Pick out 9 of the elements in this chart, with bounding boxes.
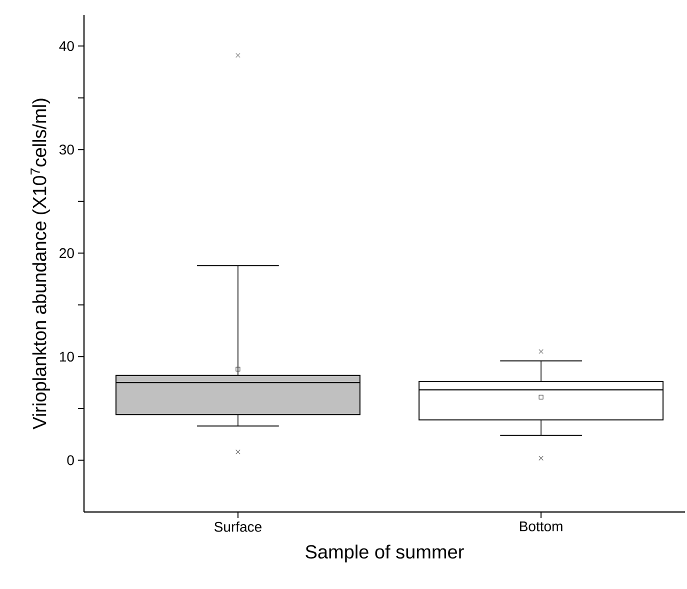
x-axis-title: Sample of summer (306, 544, 464, 562)
y-tick-label: 30 (59, 144, 74, 155)
y-tick-label: 40 (59, 41, 74, 52)
y-axis-title: Virioplankton abundance (X10$^{7}$cells/ml) (30, 98, 50, 430)
x-tick-label: Surface (214, 522, 262, 532)
y-tick-label: 20 (60, 248, 74, 258)
y-tick-label: 10 (60, 352, 74, 362)
x-tick-label: Bottom (520, 522, 562, 532)
y-tick-label: 0 (67, 455, 74, 466)
